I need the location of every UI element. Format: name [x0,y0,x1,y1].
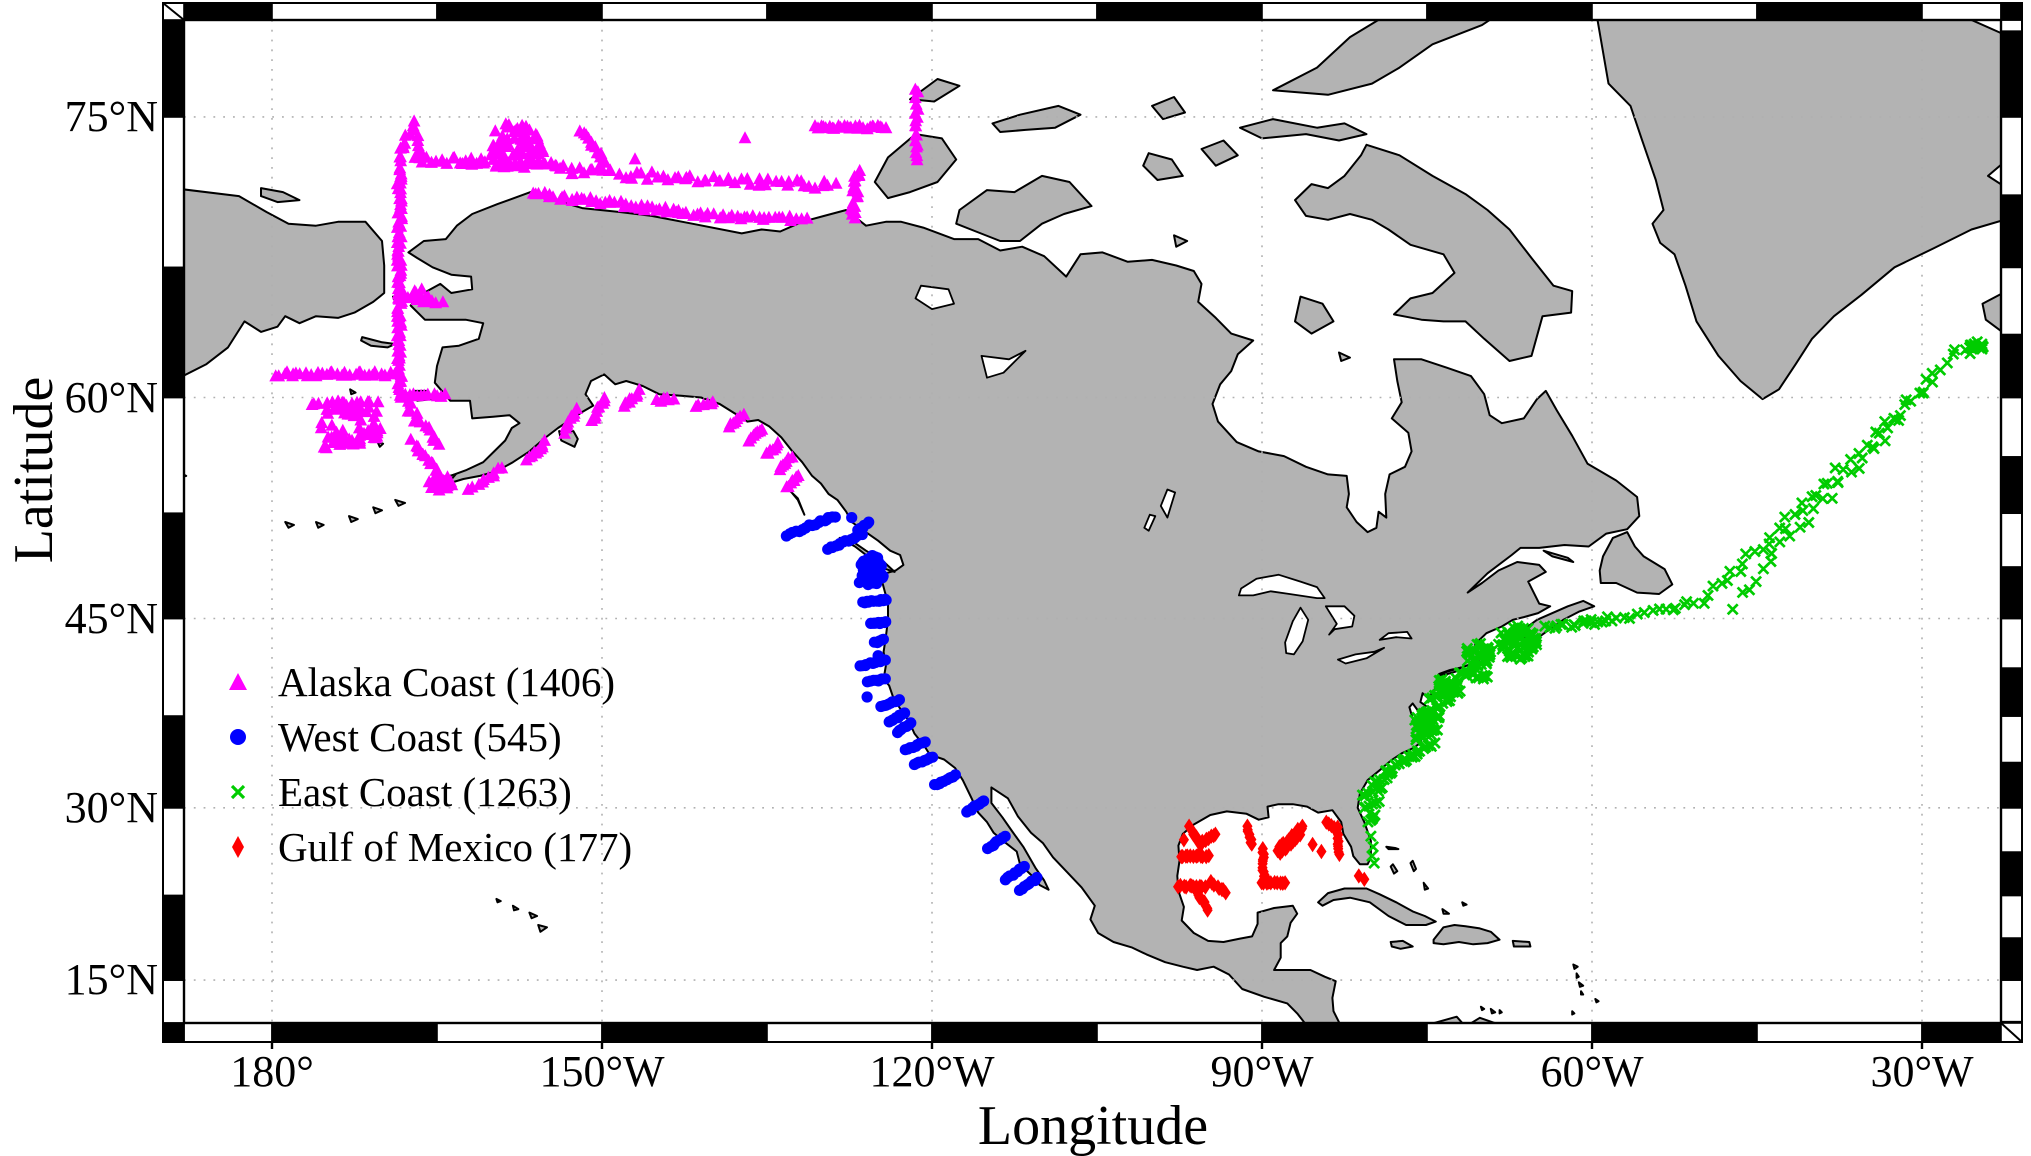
y-tick-label: 15°N [64,955,158,1005]
x-tick-label: 90°W [1210,1047,1314,1096]
landmass-iceland [1981,292,2001,333]
legend-item-alaska-coast: Alaska Coast (1406) [214,654,632,709]
landmass-southampton-island [1294,295,1335,335]
landmass-hawaii-4 [537,924,548,933]
legend-label: Alaska Coast (1406) [278,658,616,705]
landmass-st-matthew [349,388,357,396]
landmass-anticosti [1542,549,1575,563]
landmass-cuba [1317,887,1437,926]
landmass-banks-island [873,133,958,200]
diamond-marker-icon [232,835,244,858]
y-tick-label: 30°N [64,782,158,832]
landmass-bathurst-island [1151,96,1186,121]
series-gulf-of-mexico [1173,814,1370,918]
x-tick-label: 180° [230,1047,314,1096]
landmass-newfoundland [1598,531,1674,595]
landmass-victoria-island [955,174,1093,242]
landmass-aruba-curacao [1479,1005,1486,1012]
lake-lake-huron [1324,605,1356,636]
lake-lake-ontario [1378,631,1413,641]
land-layer [184,20,2001,1023]
lake-layer [914,284,1413,665]
landmass-aleutian-4 [372,506,383,515]
landmass-melville-island [991,104,1082,133]
legend-label: Gulf of Mexico (177) [278,823,633,870]
x-tick-label: 120°W [869,1047,995,1096]
x-tick-label: 60°W [1540,1047,1644,1096]
x-tick-label: 30°W [1870,1047,1974,1096]
legend-label: West Coast (545) [278,713,562,760]
landmass-hawaii-3 [528,911,539,920]
graticule-gridlines [184,20,2001,1023]
landmass-bahamas-eleuthera [1409,859,1417,873]
lake-lake-michigan [1284,606,1310,656]
landmass-chukotka [184,188,386,377]
landmass-lesser-antilles-dominica [1575,972,1580,979]
lake-great-slave-lake [980,349,1027,379]
series-east-coast [1356,335,1990,870]
landmass-prince-of-wales-island [1142,152,1184,181]
x-tick-label: 150°W [539,1047,665,1096]
landmass-lesser-antilles-stlucia [1580,990,1585,996]
landmass-aleutian-1 [284,521,295,529]
landmass-aleutian-2 [315,521,325,529]
series-alaska-coast [269,82,925,496]
landmass-jamaica [1389,939,1414,950]
circle-marker-icon [230,728,246,745]
landmass-aleutian-3 [348,515,359,523]
landmass-bahamas-andros [1389,863,1399,875]
legend-item-west-coast: West Coast (545) [214,709,632,764]
landmass-coats-island [1338,351,1351,362]
landmass-wrangel-island [260,187,301,204]
landmass-puerto-rico [1511,939,1532,948]
map-layers [184,20,2001,1023]
landmass-bonaire [1498,1009,1503,1015]
landmass-somerset-island [1200,139,1239,167]
map-legend: Alaska Coast (1406) West Coast (545) Eas… [214,654,632,874]
landmass-lesser-antilles-martinique [1577,981,1585,988]
landmass-hawaii-2 [511,904,520,912]
landmass-north-america-mainland [407,191,1641,1023]
landmass-grenada [1571,1010,1576,1016]
landmass-bahamas-long [1422,881,1430,891]
y-tick-label: 60°N [64,372,158,422]
landmass-aleutian-5 [394,498,407,507]
map-frame [162,2,2023,1049]
triangle-marker-icon [229,672,247,690]
landmass-ellesmere-island [1272,20,1492,96]
landmass-greenland [1596,20,2001,401]
landmass-baffin-island [1294,143,1574,362]
x-marker-icon [230,784,246,799]
lake-lake-superior [1238,573,1326,599]
lake-lake-manitoba [1143,513,1157,532]
landmass-devon-island [1239,118,1368,142]
landmass-lesser-antilles-guadeloupe [1572,963,1579,970]
landmass-bahamas-inagua [1441,908,1450,915]
landmass-hispaniola [1432,924,1501,946]
landmass-bahamas-grand [1385,845,1400,851]
landmass-turks [1461,901,1468,907]
landmass-hawaii [495,897,502,904]
y-tick-label: 45°N [64,593,158,643]
landmass-south-america-coast [1430,1015,1498,1023]
landmass-king-william [1173,234,1189,248]
landmass-st-lawrence-island [360,336,397,349]
lake-great-bear-lake [914,284,955,310]
x-axis-title: Longitude [977,1095,1209,1156]
landmass-curacao [1489,1007,1497,1015]
y-tick-label: 75°N [64,91,158,141]
lake-lake-winnipeg [1159,488,1176,519]
series-west-coast [780,511,1043,897]
legend-item-gulf-of-mexico: Gulf of Mexico (177) [214,819,632,874]
legend-label: East Coast (1263) [278,768,572,815]
lake-lake-erie [1337,646,1385,665]
legend-item-east-coast: East Coast (1263) [214,764,632,819]
landmass-barbados [1594,998,1600,1004]
